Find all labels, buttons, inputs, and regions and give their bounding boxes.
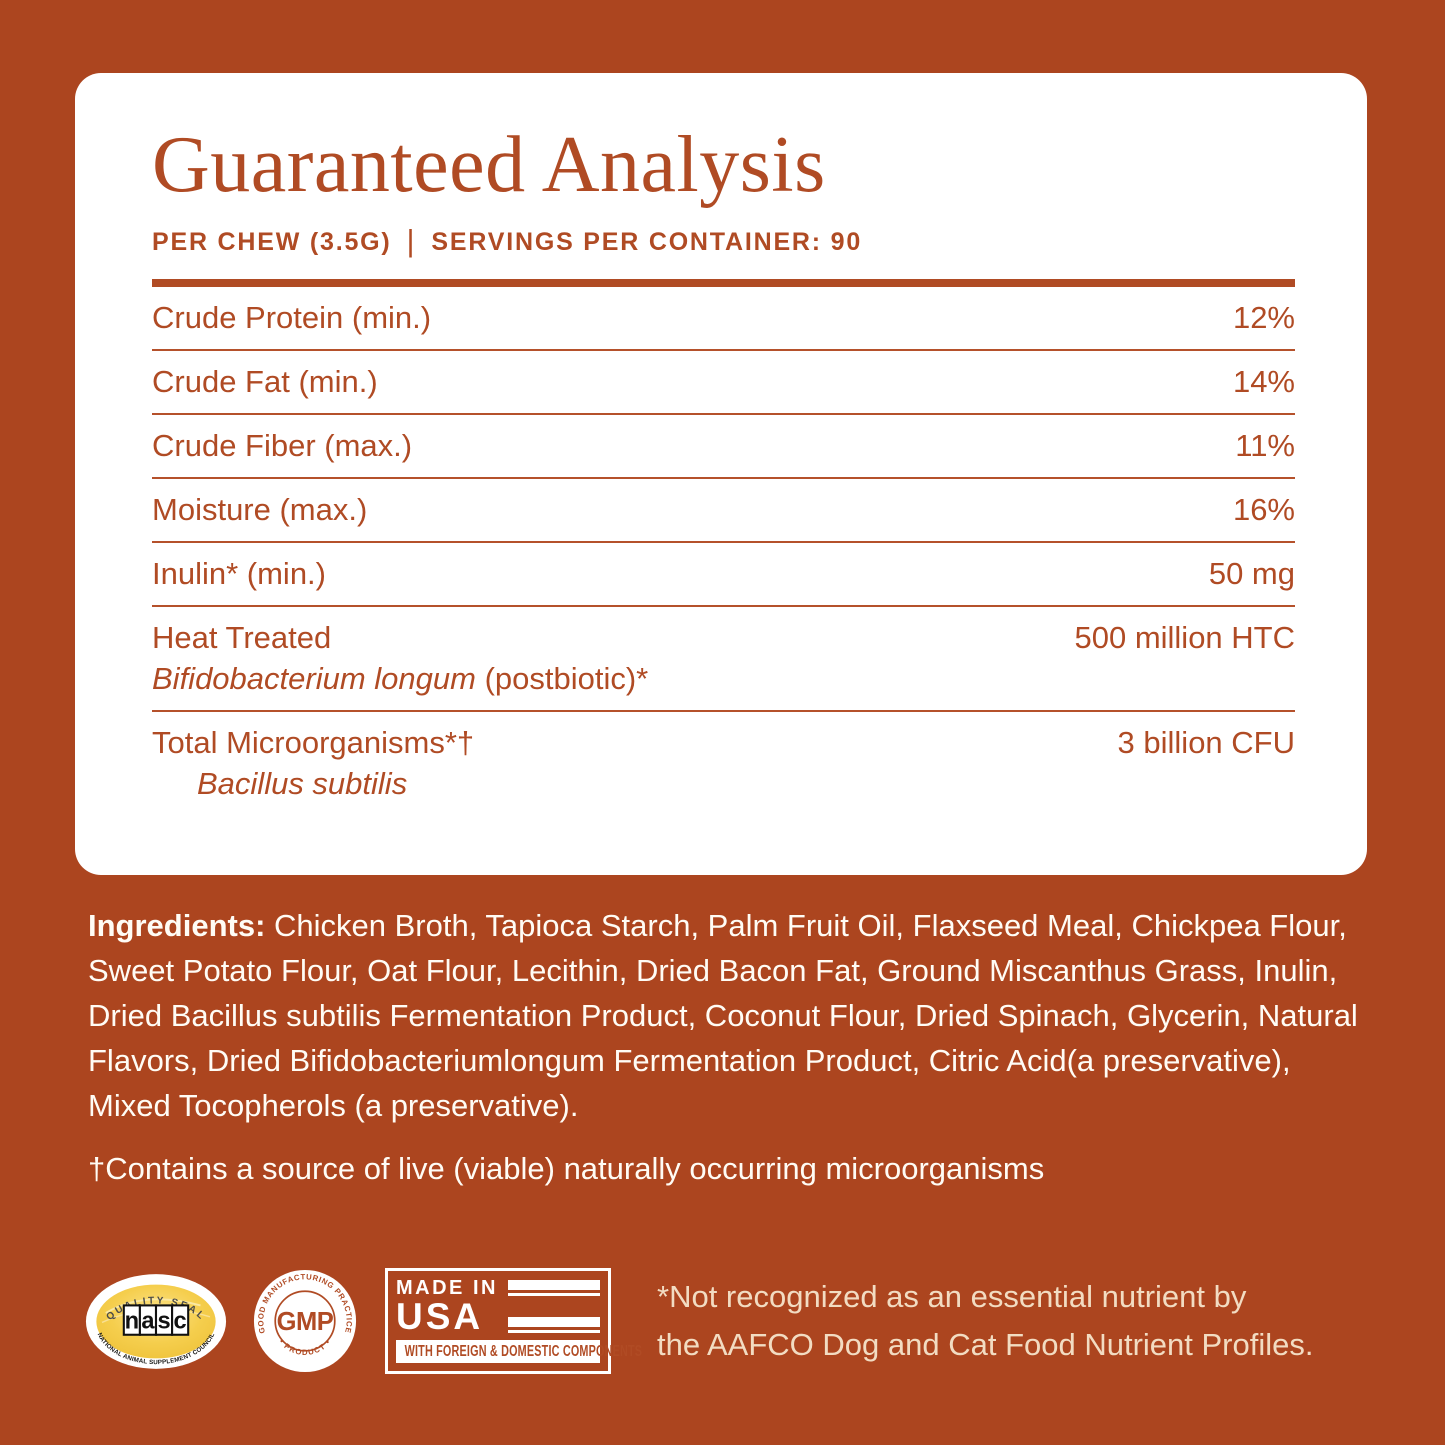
ingredients-paragraph: Ingredients: Chicken Broth, Tapioca Star…	[88, 903, 1358, 1128]
table-row: Moisture (max.) 16%	[152, 479, 1295, 543]
nasc-letter: s	[157, 1308, 170, 1334]
row-label-main: Heat Treated	[152, 619, 332, 655]
table-row: Crude Protein (min.) 12%	[152, 287, 1295, 351]
serving-info: PER CHEW (3.5G) | SERVINGS PER CONTAINER…	[152, 222, 1295, 261]
ingredients-list: Chicken Broth, Tapioca Starch, Palm Frui…	[88, 908, 1358, 1123]
flag-stripe	[507, 1280, 600, 1290]
nasc-letter-boxes: n a s c	[122, 1303, 190, 1336]
species-name: Bacillus subtilis	[197, 765, 408, 801]
per-chew-text: PER CHEW (3.5G)	[152, 228, 392, 257]
table-row: Crude Fat (min.) 14%	[152, 351, 1295, 415]
page-title: Guaranteed Analysis	[152, 121, 826, 209]
row-value: 11%	[1235, 427, 1295, 463]
nasc-letter: a	[141, 1308, 155, 1334]
row-label-subline: Bacillus subtilis	[152, 763, 474, 804]
usa-text: USA	[396, 1296, 484, 1337]
subline-suffix: (postbiotic)*	[475, 660, 649, 696]
footnote-line: *Not recognized as an essential nutrient…	[657, 1279, 1247, 1315]
table-row: Inulin* (min.) 50 mg	[152, 543, 1295, 607]
made-in-usa-badge: MADE IN USA WITH FOREIGN & DOMESTIC COMP…	[385, 1268, 642, 1375]
nasc-letter: c	[174, 1308, 187, 1334]
made-in-text: MADE IN	[396, 1277, 498, 1299]
usa-badge-top: MADE IN USA	[396, 1277, 600, 1337]
usa-components-strip: WITH FOREIGN & DOMESTIC COMPONENTS	[396, 1340, 642, 1364]
row-label-main: Total Microorganisms*†	[152, 724, 475, 760]
nasc-letter: n	[125, 1308, 139, 1334]
species-name: Bifidobacterium longum	[152, 660, 476, 696]
flag-stripe	[507, 1330, 600, 1334]
gmp-circle	[253, 1270, 357, 1373]
row-label-subline: Bifidobacterium longum (postbiotic)*	[152, 658, 648, 699]
gmp-inner-ring	[274, 1290, 336, 1352]
flag-stripe-group	[507, 1317, 600, 1334]
row-label: Moisture (max.)	[152, 491, 368, 527]
header-rule	[152, 278, 1295, 287]
footnote-line: the AAFCO Dog and Cat Food Nutrient Prof…	[657, 1327, 1314, 1363]
usa-components-text: WITH FOREIGN & DOMESTIC COMPONENTS	[404, 1344, 643, 1361]
lower-text-section: Ingredients: Chicken Broth, Tapioca Star…	[88, 903, 1358, 1191]
usa-flag-stripes	[507, 1278, 600, 1334]
aafco-footnote: *Not recognized as an essential nutrient…	[657, 1273, 1313, 1369]
flag-stripe	[507, 1293, 600, 1296]
row-label: Heat Treated Bifidobacterium longum (pos…	[152, 617, 648, 699]
footer-seals-row: QUALITY SEAL n a s c NATIONAL ANIMAL SUP…	[85, 1268, 1313, 1375]
nasc-quality-seal: QUALITY SEAL n a s c NATIONAL ANIMAL SUP…	[85, 1273, 227, 1369]
row-value: 12%	[1232, 299, 1295, 335]
row-label: Crude Fat (min.)	[152, 363, 378, 399]
row-value: 3 billion CFU	[1117, 724, 1295, 760]
analysis-table: Crude Protein (min.) 12% Crude Fat (min.…	[152, 287, 1295, 815]
guaranteed-analysis-card: Guaranteed Analysis PER CHEW (3.5G) | SE…	[75, 73, 1367, 875]
table-row: Heat Treated Bifidobacterium longum (pos…	[152, 607, 1295, 712]
row-label: Crude Fiber (max.)	[152, 427, 413, 463]
table-row: Crude Fiber (max.) 11%	[152, 415, 1295, 479]
ingredients-heading: Ingredients:	[88, 908, 266, 943]
row-label: Crude Protein (min.)	[152, 299, 432, 335]
row-label: Total Microorganisms*† Bacillus subtilis	[152, 722, 474, 804]
row-value: 50 mg	[1208, 555, 1295, 591]
row-value: 16%	[1232, 491, 1295, 527]
flag-stripe-group	[507, 1280, 600, 1296]
flag-stripe	[507, 1317, 600, 1328]
row-value: 500 million HTC	[1074, 619, 1295, 655]
row-value: 14%	[1232, 363, 1295, 399]
dagger-note: †Contains a source of live (viable) natu…	[88, 1151, 1045, 1186]
separator-bar: |	[406, 222, 417, 258]
row-label: Inulin* (min.)	[152, 555, 326, 591]
seal-swirl-decoration	[105, 1298, 201, 1314]
servings-per-container-text: SERVINGS PER CONTAINER: 90	[431, 228, 863, 257]
gmp-seal: GOOD MANUFACTURING PRACTICE • PRODUCT • …	[253, 1270, 357, 1373]
table-row: Total Microorganisms*† Bacillus subtilis…	[152, 712, 1295, 815]
usa-badge-words: MADE IN USA	[396, 1277, 498, 1337]
gmp-center-text: GMP	[277, 1308, 334, 1336]
